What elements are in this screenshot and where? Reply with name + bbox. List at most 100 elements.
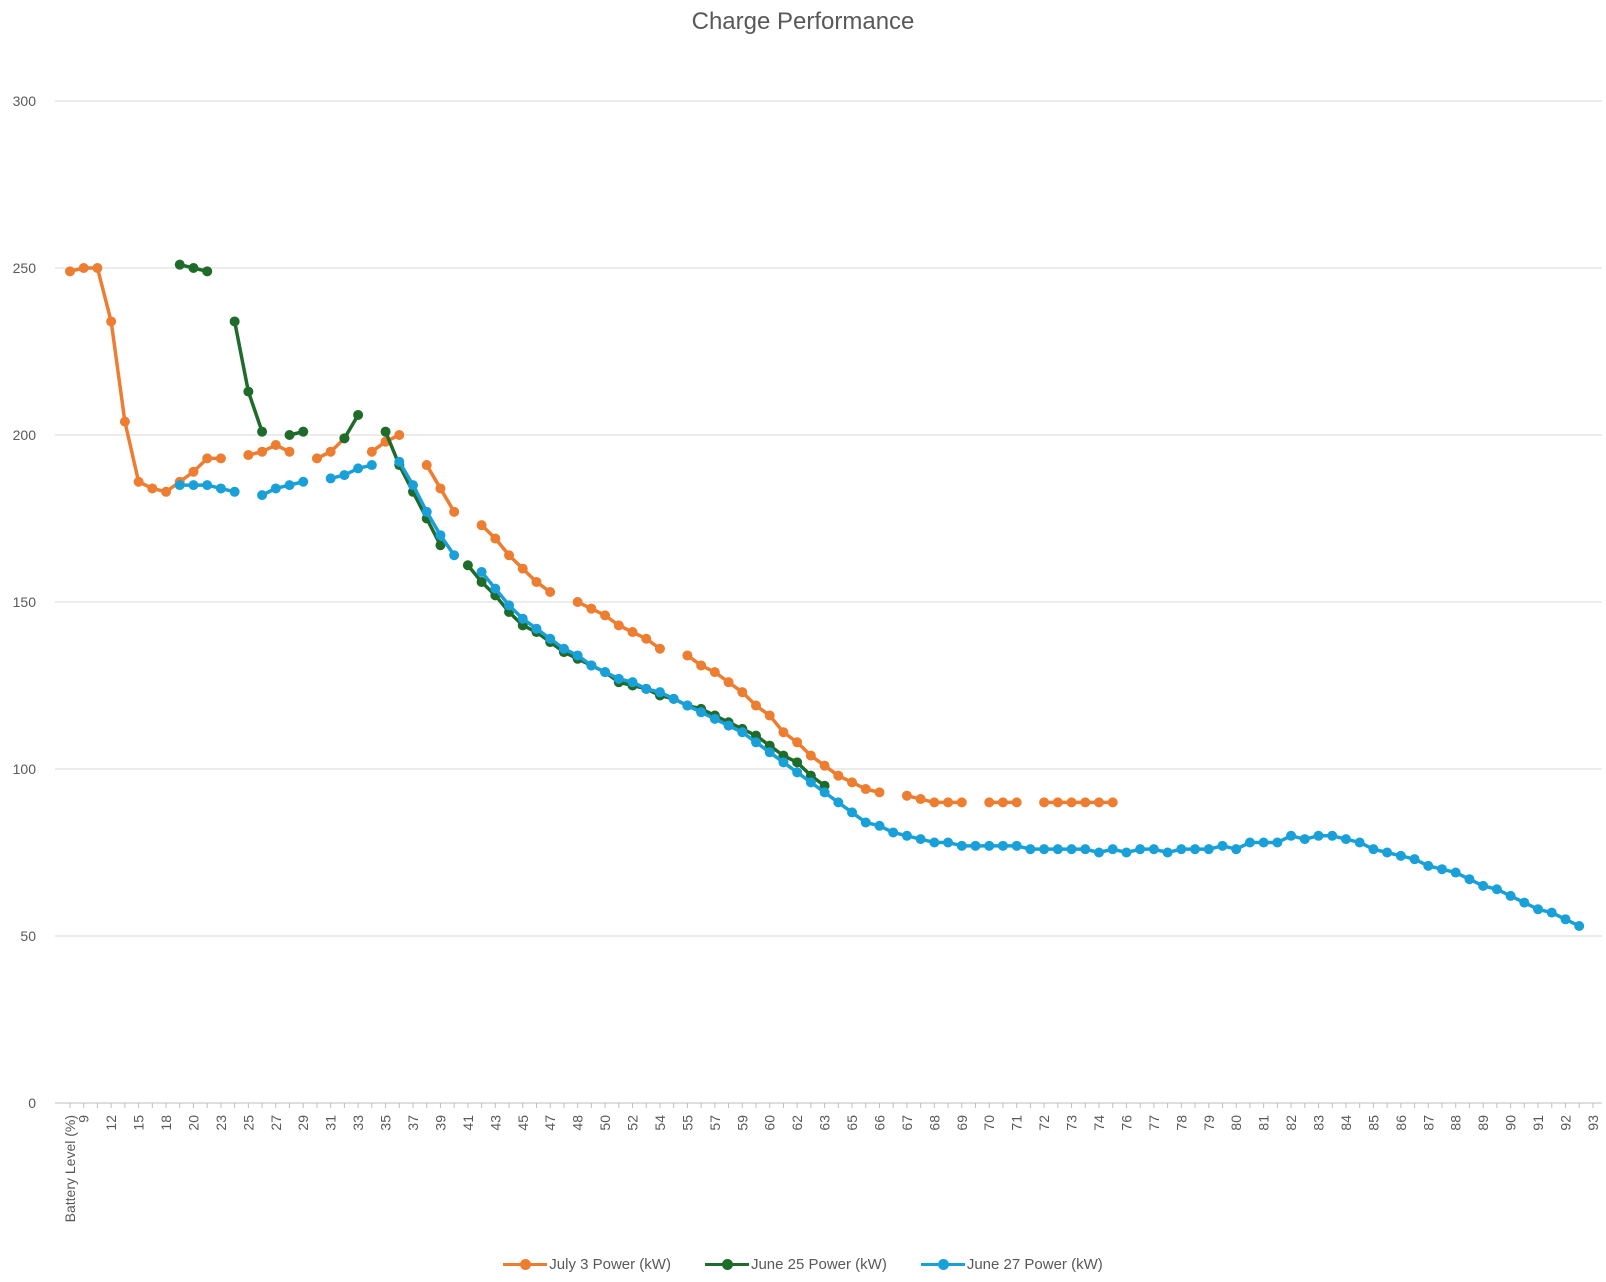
x-tick-label: 79 bbox=[1201, 1115, 1217, 1131]
data-point bbox=[668, 693, 679, 704]
x-tick-label: 29 bbox=[295, 1115, 311, 1131]
x-tick-label: 47 bbox=[542, 1115, 558, 1131]
x-tick-label: 78 bbox=[1173, 1115, 1189, 1131]
data-point bbox=[325, 446, 336, 457]
y-tick-label: 100 bbox=[13, 761, 37, 777]
data-point bbox=[600, 610, 611, 621]
legend-item-june25: June 25 Power (kW) bbox=[704, 1252, 887, 1276]
data-point bbox=[353, 409, 364, 420]
data-point bbox=[970, 840, 981, 851]
data-point bbox=[1382, 847, 1393, 858]
data-point bbox=[1340, 834, 1351, 845]
x-tick-label: 81 bbox=[1256, 1115, 1272, 1131]
data-point bbox=[284, 480, 295, 491]
data-point bbox=[504, 550, 515, 561]
data-point bbox=[805, 777, 816, 788]
data-point bbox=[92, 263, 103, 273]
x-tick-label: 54 bbox=[652, 1115, 668, 1131]
series-0 bbox=[65, 263, 1118, 808]
data-point bbox=[1505, 890, 1516, 901]
legend-label: June 27 Power (kW) bbox=[966, 1255, 1103, 1273]
data-point bbox=[1395, 850, 1406, 861]
x-tick-label: 48 bbox=[570, 1115, 586, 1131]
data-point bbox=[682, 700, 693, 711]
data-point bbox=[435, 483, 446, 494]
data-point bbox=[1039, 844, 1050, 855]
series-1 bbox=[174, 259, 830, 791]
x-tick-label: 77 bbox=[1146, 1115, 1162, 1131]
data-point bbox=[682, 650, 693, 661]
data-point bbox=[380, 426, 391, 437]
data-point bbox=[1121, 847, 1132, 858]
data-point bbox=[215, 453, 226, 464]
data-point bbox=[1011, 840, 1022, 851]
data-point bbox=[545, 586, 556, 597]
data-point bbox=[956, 797, 967, 808]
x-tick-label: 93 bbox=[1585, 1115, 1601, 1131]
data-point bbox=[394, 456, 405, 467]
data-point bbox=[339, 433, 350, 444]
data-point bbox=[709, 713, 720, 724]
data-point bbox=[1423, 860, 1434, 871]
x-tick-label: Battery Level (%) bbox=[62, 1115, 78, 1222]
data-point bbox=[1450, 867, 1461, 878]
series-group bbox=[65, 259, 1585, 931]
data-point bbox=[1491, 884, 1502, 895]
data-point bbox=[366, 446, 377, 457]
x-tick-label: 35 bbox=[378, 1115, 394, 1131]
data-point bbox=[188, 263, 199, 273]
data-point bbox=[737, 727, 748, 738]
data-point bbox=[1299, 834, 1310, 845]
data-point bbox=[943, 837, 954, 848]
y-tick-label: 150 bbox=[13, 594, 37, 610]
x-tick-label: 52 bbox=[625, 1115, 641, 1131]
x-tick-label: 84 bbox=[1338, 1115, 1354, 1131]
x-tick-label: 33 bbox=[350, 1115, 366, 1131]
x-tick-label: 60 bbox=[762, 1115, 778, 1131]
x-tick-label: 72 bbox=[1036, 1115, 1052, 1131]
x-tick-label: 83 bbox=[1311, 1115, 1327, 1131]
data-point bbox=[325, 473, 336, 484]
data-point bbox=[874, 787, 885, 798]
x-tick-label: 86 bbox=[1393, 1115, 1409, 1131]
x-tick-label: 67 bbox=[899, 1115, 915, 1131]
series-line bbox=[480, 570, 1580, 928]
data-point bbox=[1327, 830, 1338, 841]
data-point bbox=[600, 667, 611, 678]
y-tick-label: 300 bbox=[13, 93, 37, 109]
x-tick-label: 71 bbox=[1009, 1115, 1025, 1131]
series-line bbox=[247, 443, 291, 457]
data-point bbox=[696, 660, 707, 671]
data-point bbox=[874, 820, 885, 831]
data-point bbox=[435, 530, 446, 541]
data-point bbox=[270, 440, 281, 451]
data-point bbox=[997, 840, 1008, 851]
data-point bbox=[215, 483, 226, 494]
x-tick-label: 73 bbox=[1064, 1115, 1080, 1131]
data-point bbox=[558, 643, 569, 654]
data-point bbox=[490, 583, 501, 594]
series-line bbox=[232, 321, 264, 433]
series-line bbox=[69, 266, 221, 494]
data-point bbox=[531, 576, 542, 587]
chart-title: Charge Performance bbox=[691, 8, 915, 35]
data-point bbox=[1368, 844, 1379, 855]
x-tick-label: 25 bbox=[240, 1115, 256, 1131]
data-point bbox=[435, 540, 446, 551]
data-point bbox=[270, 483, 281, 494]
x-tick-label: 82 bbox=[1283, 1115, 1299, 1131]
x-tick-label: 20 bbox=[185, 1115, 201, 1131]
data-point bbox=[929, 837, 940, 848]
data-point bbox=[1574, 920, 1585, 931]
x-tick-label: 74 bbox=[1091, 1115, 1107, 1131]
data-point bbox=[847, 777, 858, 788]
data-point bbox=[1080, 844, 1091, 855]
data-point bbox=[613, 673, 624, 684]
x-tick-label: 68 bbox=[926, 1115, 942, 1131]
data-point bbox=[586, 660, 597, 671]
data-point bbox=[915, 794, 926, 805]
data-point bbox=[462, 560, 473, 571]
data-point bbox=[202, 480, 213, 491]
x-tick-label: 69 bbox=[954, 1115, 970, 1131]
